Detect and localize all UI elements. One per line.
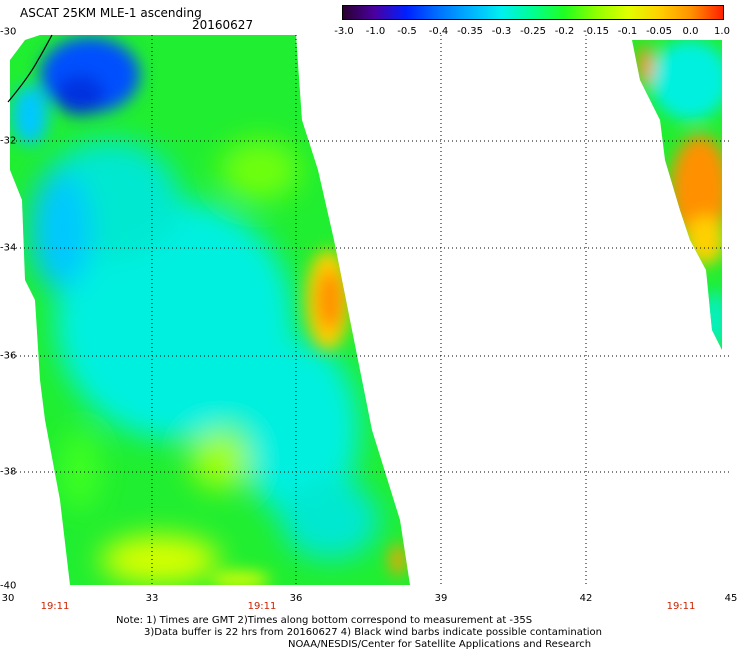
lat-label-38: -38 xyxy=(0,466,17,478)
lat-label-36: -36 xyxy=(0,350,17,362)
pass-time-3: 19:11 xyxy=(666,601,696,612)
product-date: 20160627 xyxy=(192,18,254,32)
lon-label-39: 39 xyxy=(434,593,448,604)
color-scale-label: -0.1 xyxy=(617,26,638,37)
pass-time-1: 19:11 xyxy=(40,601,70,612)
lat-label-34: -34 xyxy=(0,242,17,254)
swath-right xyxy=(632,40,722,350)
color-scale-label: -0.35 xyxy=(457,26,483,37)
color-scale-label: -1.0 xyxy=(365,26,386,37)
lon-label-30: 30 xyxy=(1,593,15,604)
lon-label-33: 33 xyxy=(145,593,159,604)
lat-label-32: -32 xyxy=(0,135,17,147)
note-line-3: NOAA/NESDIS/Center for Satellite Applica… xyxy=(288,639,592,650)
pass-time-2: 19:11 xyxy=(247,601,277,612)
color-scale-label: -0.5 xyxy=(397,26,417,37)
color-scale-label: -3.0 xyxy=(334,26,354,37)
color-scale-label: 0.0 xyxy=(682,26,699,37)
color-scale-label: -0.4 xyxy=(428,26,449,37)
color-scale-label: 1.0 xyxy=(714,26,730,37)
graticule xyxy=(8,35,730,585)
note-line-1: Note: 1) Times are GMT 2)Times along bot… xyxy=(116,615,533,626)
coastline xyxy=(7,34,53,103)
product-title: ASCAT 25KM MLE-1 ascending xyxy=(20,6,202,20)
lat-label-30: -30 xyxy=(0,26,17,38)
note-line-2: 3)Data buffer is 22 hrs from 20160627 4)… xyxy=(144,627,602,638)
color-scale-label: -0.25 xyxy=(520,26,546,37)
lon-label-42: 42 xyxy=(579,593,593,604)
color-scale-label: -0.2 xyxy=(554,26,575,37)
color-scale-label: -0.3 xyxy=(491,26,512,37)
color-scale-bar xyxy=(342,5,724,20)
color-scale-label: -0.05 xyxy=(646,26,672,37)
lat-label-40: -40 xyxy=(0,580,17,592)
lon-label-45: 45 xyxy=(724,593,738,604)
color-scale-label: -0.15 xyxy=(583,26,609,37)
lon-label-36: 36 xyxy=(289,593,303,604)
swath-left xyxy=(10,35,410,585)
